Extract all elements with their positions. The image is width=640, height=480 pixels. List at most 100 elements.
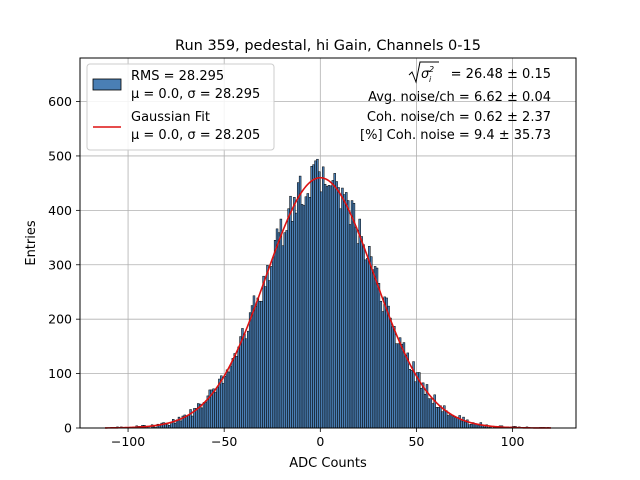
legend-fit-params: μ = 0.0, σ = 28.205 xyxy=(131,128,260,143)
histogram-bar xyxy=(204,402,208,429)
histogram-bar xyxy=(258,300,261,429)
histogram-bar xyxy=(231,358,235,429)
histogram-bar xyxy=(441,411,444,429)
histogram-bar xyxy=(212,388,215,429)
svg-text:2: 2 xyxy=(429,65,434,74)
histogram-bar xyxy=(333,173,336,429)
histogram-bar xyxy=(235,355,238,429)
histogram-bar xyxy=(233,353,236,429)
histogram-bar xyxy=(414,381,417,429)
histogram-bar xyxy=(325,186,329,429)
histogram-bar xyxy=(460,420,463,429)
histogram-bar xyxy=(270,266,273,429)
histogram-bar xyxy=(271,257,275,429)
svg-text:i: i xyxy=(429,75,432,84)
histogram-bar xyxy=(289,195,292,429)
histogram-bar xyxy=(448,413,452,429)
histogram-bar xyxy=(273,240,277,429)
histogram-bar xyxy=(454,417,458,429)
histogram-bar xyxy=(383,296,386,429)
legend-histogram-swatch xyxy=(92,78,122,91)
plot-frame xyxy=(79,57,577,429)
histogram-bar xyxy=(452,416,456,429)
histogram-bar xyxy=(366,257,369,429)
x-tick-label: −50 xyxy=(211,434,237,449)
sigma-annotation: = 26.48 ± 0.15 xyxy=(451,67,551,82)
histogram-bar xyxy=(195,408,198,429)
x-axis-ticks: −100 −50 0 50 100 xyxy=(111,428,525,449)
histogram-bar xyxy=(437,407,440,429)
histogram-bar xyxy=(241,328,244,429)
histogram-bar xyxy=(464,421,467,429)
legend: RMS = 28.295 μ = 0.0, σ = 28.295 Gaussia… xyxy=(86,63,275,151)
histogram-bar xyxy=(381,311,385,429)
histogram-bar xyxy=(358,218,361,429)
histogram-bar xyxy=(239,336,242,429)
svg-text:σ: σ xyxy=(421,67,430,82)
histogram-bar xyxy=(458,415,461,429)
gaussian-fit-curve xyxy=(104,176,552,429)
histogram-bar xyxy=(343,194,346,429)
histogram-bar xyxy=(400,343,404,429)
sqrt-sigma-symbol: σ 2 i xyxy=(408,61,439,84)
histogram-bar xyxy=(216,386,219,429)
histogram-bar xyxy=(421,382,425,429)
histogram-bar xyxy=(346,200,350,429)
histogram-bar xyxy=(266,265,269,429)
histogram-bar xyxy=(260,300,263,429)
histogram-bar xyxy=(404,354,408,429)
histogram-bar xyxy=(391,326,394,429)
histogram-bar xyxy=(302,205,306,429)
histogram-bar xyxy=(470,423,473,429)
y-tick-label: 600 xyxy=(48,94,72,109)
histogram-bar xyxy=(306,193,310,429)
histogram-bar xyxy=(214,391,217,429)
stats-annotations: σ 2 i = 26.48 ± 0.15 Avg. noise/ch = 6.6… xyxy=(360,61,551,143)
histogram-bar xyxy=(368,246,371,429)
histogram-bar xyxy=(285,230,288,429)
histogram-bar xyxy=(337,187,340,429)
histogram-bar xyxy=(375,267,379,429)
histogram-bar xyxy=(200,407,204,429)
y-tick-label: 200 xyxy=(48,312,72,327)
histogram-bar xyxy=(298,175,302,429)
histogram-bar xyxy=(427,398,431,429)
chart-title: Run 359, pedestal, hi Gain, Channels 0-1… xyxy=(175,38,481,54)
histogram-bar xyxy=(429,398,433,429)
histogram-bar xyxy=(295,212,298,429)
histogram-bar xyxy=(312,164,315,429)
x-tick-label: 50 xyxy=(408,434,424,449)
histogram-bar xyxy=(331,180,335,429)
histogram-bar xyxy=(398,337,402,429)
histogram-bar xyxy=(364,259,367,429)
histogram-bar xyxy=(173,422,177,429)
histogram-bar xyxy=(462,416,465,429)
histogram-bar xyxy=(185,415,188,429)
y-tick-label: 0 xyxy=(64,421,72,436)
histogram-bar xyxy=(402,342,406,429)
histogram-bar xyxy=(410,370,413,429)
histogram-bar xyxy=(335,181,338,429)
histogram-bar xyxy=(252,295,256,429)
histogram-bar xyxy=(379,300,383,429)
histogram-bar xyxy=(308,197,311,429)
histogram-bar xyxy=(318,171,321,429)
histogram-bar xyxy=(360,236,363,429)
histogram-bar xyxy=(245,338,248,429)
histogram-bar xyxy=(341,187,344,429)
histogram-bar xyxy=(254,305,258,429)
histogram-bar xyxy=(287,208,290,429)
histogram-bar xyxy=(450,414,454,429)
histogram-bar xyxy=(218,378,221,429)
histogram-bar xyxy=(179,420,183,429)
histogram-bar xyxy=(371,269,375,429)
histogram-bar xyxy=(275,228,279,429)
histogram-bar xyxy=(293,197,296,429)
histogram-bar xyxy=(431,403,434,429)
histogram-bar xyxy=(247,330,250,429)
histogram-bar xyxy=(352,203,356,429)
legend-frame xyxy=(86,63,275,151)
histogram-bar xyxy=(172,419,175,429)
histogram-bar xyxy=(423,394,427,429)
histogram-bar xyxy=(350,200,354,429)
